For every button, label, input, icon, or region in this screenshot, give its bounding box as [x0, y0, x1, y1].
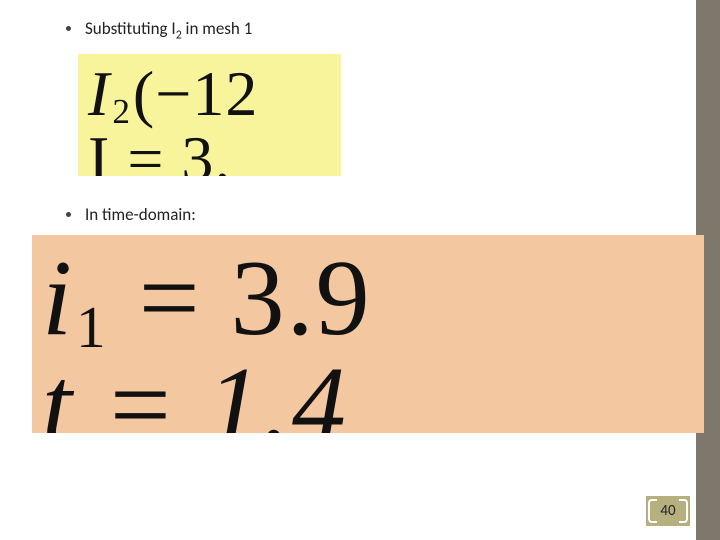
equation-1-row-1: I2(−12 [78, 54, 341, 129]
slide-content: Substituting I2 in mesh 1 I2(−12 I = 3. … [0, 0, 696, 540]
equation-2-row-2: t = 1.4 [32, 352, 704, 434]
eq2-rest: = 3.9 [110, 239, 372, 358]
page-number: 40 [660, 502, 675, 520]
equation-block-2: i1 = 3.9 t = 1.4 [32, 235, 704, 433]
bullet-1-post: in mesh 1 [182, 18, 253, 39]
page-number-badge: 40 [646, 496, 690, 526]
bullet-dot-icon [66, 212, 71, 217]
bullet-1: Substituting I2 in mesh 1 [66, 18, 664, 42]
bullet-2: In time-domain: [66, 204, 664, 225]
bullet-1-pre: Substituting I [85, 18, 176, 39]
bullet-dot-icon [66, 26, 71, 31]
eq2-i: i [42, 239, 74, 358]
bullet-2-text: In time-domain: [85, 204, 196, 225]
equation-2-row-1: i1 = 3.9 [32, 235, 704, 357]
equation-1-row-2: I = 3. [78, 127, 341, 176]
eq1-row2-text: I = 3. [88, 123, 231, 176]
eq1-rest: (−12 [133, 58, 258, 129]
eq1-I: I [88, 58, 110, 129]
bullet-1-text: Substituting I2 in mesh 1 [85, 18, 252, 42]
equation-block-1: I2(−12 I = 3. [78, 54, 341, 176]
